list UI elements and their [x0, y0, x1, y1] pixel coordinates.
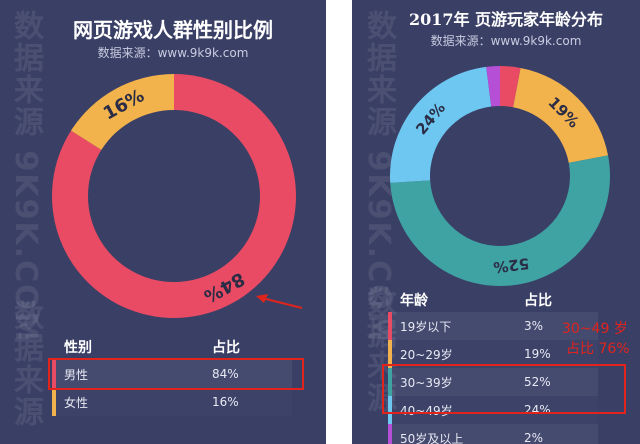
chart-source: 数据来源：www.9k9k.com: [430, 34, 582, 48]
table-row: 50岁及以上 2%: [388, 424, 598, 444]
table-row: 女性 16%: [52, 388, 292, 416]
chart-title: 2017年 页游玩家年龄分布: [408, 10, 604, 29]
column-header: 性别: [64, 340, 92, 356]
slice-label: 52%: [492, 254, 530, 276]
annotation-line-2: 占比 76%: [566, 341, 630, 357]
table-cell: 50岁及以上: [400, 431, 464, 444]
column-header: 占比: [524, 293, 552, 309]
table-cell: 16%: [212, 395, 239, 409]
table-cell: 40~49岁: [400, 403, 453, 418]
donut-slice: [486, 66, 500, 107]
column-header: 占比: [212, 340, 240, 356]
table-header: 性别 占比: [52, 334, 292, 360]
gender-chart-panel: 数据来源 9K9K.COM 数据来源 网页游戏人群性别比例 数据来源：www.9…: [0, 0, 326, 444]
watermark: 数据来源: [8, 300, 43, 428]
table-cell: 19%: [524, 347, 551, 361]
highlight-box: [382, 364, 626, 414]
table-row: 20~29岁 19%: [388, 340, 598, 368]
table-cell: 84%: [212, 367, 239, 381]
series-color-swatch: [388, 312, 392, 340]
donut-slice: [51, 74, 296, 318]
series-color-swatch: [388, 424, 392, 444]
table-cell: 2%: [524, 431, 544, 444]
annotation-line-1: 30~49 岁: [562, 321, 628, 337]
series-color-swatch: [388, 340, 392, 368]
series-color-swatch: [388, 396, 392, 424]
table-row: 男性 84%: [52, 360, 292, 388]
chart-source: 数据来源：www.9k9k.com: [97, 46, 249, 60]
age-chart-panel: 数据来源 9K9K.COM 数据来源 2017年 页游玩家年龄分布 数据来源：w…: [352, 0, 640, 444]
table-cell: 男性: [64, 367, 89, 382]
table-cell: 20~29岁: [400, 347, 453, 362]
age-donut-chart: 19%52%24%: [390, 66, 610, 286]
arrow-line: [261, 297, 303, 309]
table-cell: 52%: [524, 375, 551, 389]
table-row: 30~39岁 52%: [388, 368, 598, 396]
watermark: 数据来源 9K9K.COM: [8, 10, 43, 344]
series-color-swatch: [52, 360, 56, 388]
donut-slice: [390, 155, 610, 286]
donut-slice: [513, 67, 609, 163]
table-cell: 30~39岁: [400, 375, 453, 390]
arrow-head: [256, 294, 268, 303]
series-color-swatch: [388, 368, 392, 396]
column-header: 年龄: [400, 293, 428, 309]
donut-slice: [70, 74, 174, 150]
pointer-arrow: [256, 294, 303, 309]
table-cell: 女性: [64, 395, 89, 410]
table-cell: 19岁以下: [400, 319, 452, 334]
series-color-swatch: [52, 388, 56, 416]
chart-title: 网页游戏人群性别比例: [73, 18, 273, 42]
donut-slice: [500, 66, 521, 108]
table-header: 年龄 占比: [388, 288, 598, 312]
highlight-box: [48, 358, 304, 390]
table-cell: 3%: [524, 319, 544, 333]
table-row: 19岁以下 3%: [388, 312, 598, 340]
gender-donut-chart: 84%16%: [51, 74, 296, 318]
donut-slice: [390, 66, 492, 183]
